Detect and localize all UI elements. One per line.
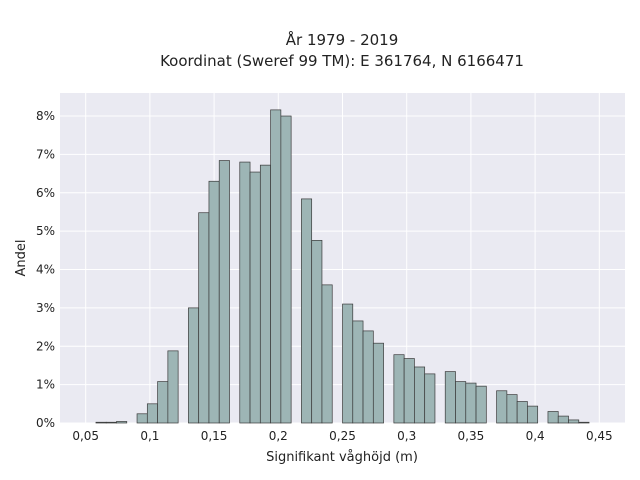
histogram-bar — [424, 373, 436, 424]
histogram-bar — [198, 212, 210, 424]
y-tick-label: 5% — [36, 224, 55, 238]
histogram-bar — [568, 419, 580, 424]
histogram-bar — [321, 284, 333, 424]
y-tick-label: 6% — [36, 186, 55, 200]
histogram-bar — [105, 421, 117, 424]
histogram-bar — [496, 390, 508, 424]
histogram-bar — [547, 411, 559, 424]
histogram-bar — [342, 303, 354, 424]
histogram-bar — [157, 381, 169, 424]
histogram-bar — [188, 307, 200, 424]
histogram-bar — [578, 421, 590, 424]
y-tick-label: 3% — [36, 301, 55, 315]
y-axis-ticks: 0% 1% 2% 3% 4% 5% 6% 7% 8% — [36, 109, 55, 430]
x-tick-label: 0,1 — [140, 429, 159, 443]
histogram-bar — [506, 394, 518, 424]
histogram-bar — [352, 320, 364, 424]
histogram-bar — [239, 161, 251, 424]
y-tick-label: 4% — [36, 263, 55, 277]
histogram-bar — [270, 109, 282, 424]
histogram-bar — [136, 413, 148, 424]
y-tick-label: 1% — [36, 378, 55, 392]
histogram-bar — [516, 401, 528, 424]
x-tick-label: 0,15 — [201, 429, 228, 443]
y-axis-label: Andel — [14, 240, 29, 277]
histogram-bar — [218, 160, 230, 424]
x-tick-label: 0,4 — [526, 429, 545, 443]
histogram-bar — [372, 342, 384, 424]
histogram-bar — [444, 371, 456, 424]
histogram-bar — [403, 358, 415, 424]
x-tick-label: 0,25 — [329, 429, 356, 443]
histogram-bar — [116, 421, 128, 424]
histogram-bar — [208, 180, 220, 424]
histogram-bar — [414, 366, 426, 424]
x-tick-label: 0,35 — [458, 429, 485, 443]
x-tick-label: 0,3 — [397, 429, 416, 443]
histogram-bar — [146, 403, 158, 424]
histogram-bar — [362, 330, 374, 424]
histogram-bar — [527, 405, 539, 424]
histogram-bar — [393, 354, 405, 424]
histogram-bar — [475, 385, 487, 424]
y-tick-label: 2% — [36, 339, 55, 353]
x-axis-label: Signifikant våghöjd (m) — [266, 450, 418, 465]
chart-title-line1: År 1979 - 2019 — [286, 30, 399, 49]
bars — [95, 109, 590, 424]
x-tick-label: 0,45 — [586, 429, 613, 443]
histogram-bar — [95, 421, 107, 424]
histogram-bar — [455, 381, 467, 424]
histogram-bar — [465, 382, 477, 424]
histogram-bar — [167, 350, 179, 424]
chart-title-line2: Koordinat (Sweref 99 TM): E 361764, N 61… — [160, 52, 524, 70]
x-axis-ticks: 0,05 0,1 0,15 0,2 0,25 0,3 0,35 0,4 0,45 — [72, 429, 612, 443]
histogram-bar — [280, 115, 292, 424]
y-tick-label: 8% — [36, 109, 55, 123]
histogram-bar — [311, 239, 323, 424]
y-tick-label: 7% — [36, 147, 55, 161]
histogram-bar — [301, 198, 313, 424]
x-tick-label: 0,2 — [269, 429, 288, 443]
histogram-bar — [557, 415, 569, 424]
histogram-bar — [249, 171, 261, 424]
histogram-bar — [259, 164, 271, 424]
y-tick-label: 0% — [36, 416, 55, 430]
x-tick-label: 0,05 — [72, 429, 99, 443]
